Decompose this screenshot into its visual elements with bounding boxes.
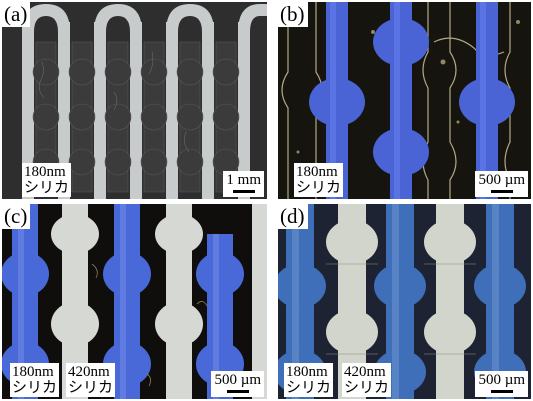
material-size: 180nm (12, 364, 54, 380)
material-size: 180nm (24, 164, 66, 180)
panel-d-material-2: 420nm シリカ (342, 363, 392, 397)
material-size: 180nm (296, 164, 338, 180)
panel-b-material-1: 180nm シリカ (294, 163, 344, 197)
panel-a-label: (a) (2, 2, 31, 27)
material-name: シリカ (286, 380, 332, 396)
material-size: 180nm (286, 364, 328, 380)
material-name: シリカ (24, 180, 70, 196)
material-name: シリカ (68, 380, 114, 396)
material-name: シリカ (296, 180, 342, 196)
panel-a: (a) 180nm シリカ 1 mm (2, 2, 267, 199)
panel-c-scale-bar: 500 µm (211, 371, 264, 397)
material-name: シリカ (12, 380, 58, 396)
material-size: 420nm (344, 364, 386, 380)
panel-a-photo (2, 2, 267, 199)
panel-c-material-2: 420nm シリカ (66, 363, 116, 397)
scale-label: 500 µm (478, 372, 525, 388)
scale-bar-line (490, 190, 513, 193)
material-name: シリカ (344, 380, 390, 396)
scale-label: 500 µm (214, 372, 261, 388)
material-size: 420nm (68, 364, 110, 380)
scale-label: 1 mm (226, 172, 261, 188)
panel-c-material-1: 180nm シリカ (10, 363, 60, 397)
panel-d-label: (d) (278, 204, 308, 229)
scale-bar-line (232, 190, 255, 193)
panel-a-material-1: 180nm シリカ (22, 163, 72, 197)
panel-d: (d) 180nm シリカ 420nm シリカ 500 µm (278, 204, 531, 399)
panel-b-scale-bar: 500 µm (475, 171, 528, 197)
panel-b-label: (b) (278, 2, 308, 27)
panel-c-label: (c) (2, 204, 31, 229)
panel-a-scale-bar: 1 mm (223, 171, 264, 197)
panel-d-scale-bar: 500 µm (475, 371, 528, 397)
scale-bar-line (226, 390, 249, 393)
scale-bar-line (490, 390, 513, 393)
panel-b: (b) 180nm シリカ 500 µm (278, 2, 531, 199)
panel-c: (c) 180nm シリカ 420nm シリカ 500 µm (2, 204, 267, 399)
scale-label: 500 µm (478, 172, 525, 188)
panel-d-material-1: 180nm シリカ (284, 363, 334, 397)
